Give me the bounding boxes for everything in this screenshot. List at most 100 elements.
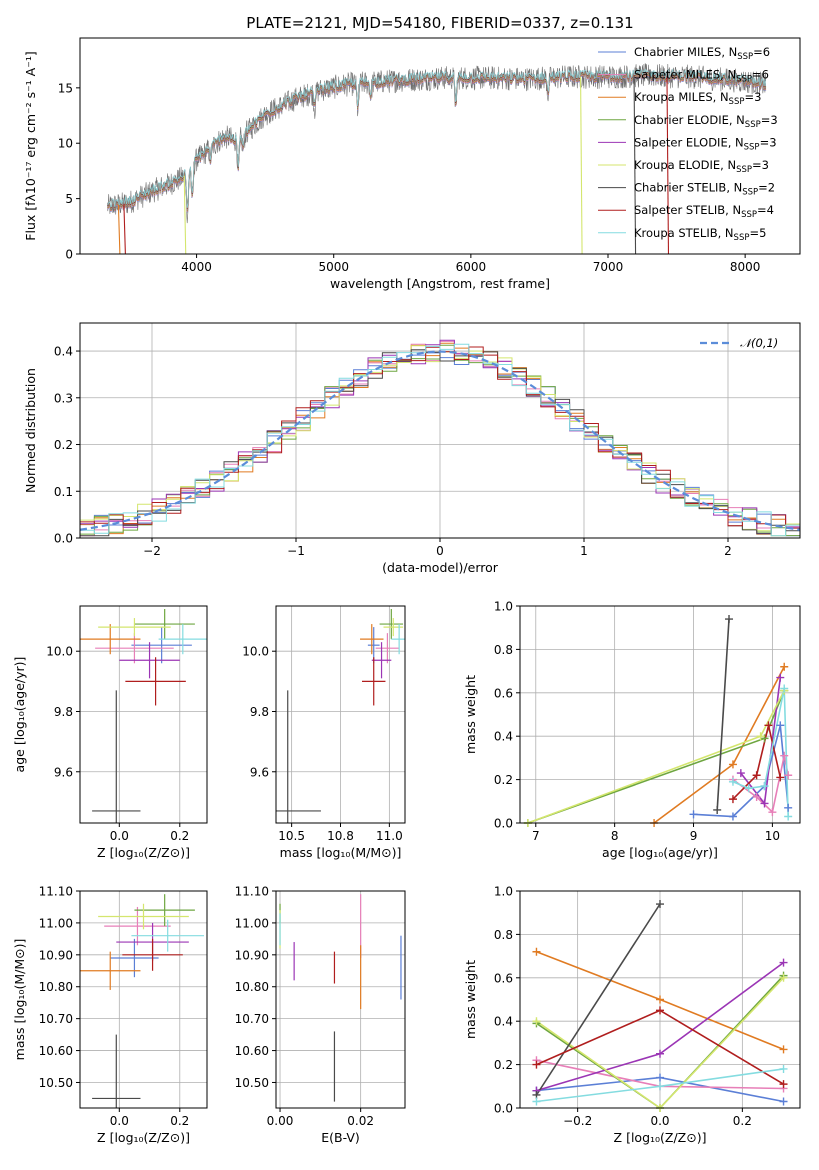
weight-marker xyxy=(776,673,785,682)
y-tick-label: 10.50 xyxy=(235,1076,269,1090)
y-tick-label: 10.80 xyxy=(235,980,269,994)
y-tick-label: 0.1 xyxy=(54,485,73,499)
weight-marker xyxy=(780,684,789,693)
panel-mass_weight_vs_age: 7 8 9 10 0.0 0.2 0.4 0.6 0.8 1.0 age [log₁₀(age/yr… xyxy=(463,600,801,860)
weight-marker xyxy=(780,751,789,760)
weight-marker xyxy=(532,1017,541,1026)
weight-line-chabrier-stelib xyxy=(535,903,661,1096)
x-tick-label: 10 xyxy=(765,829,780,843)
panel-residual_histogram: −2 −1 0 1 2 0.0 0.1 0.2 0.3 0.4 (data-model)/error… xyxy=(23,322,801,575)
y-tick-label: 0.3 xyxy=(54,391,73,405)
x-tick-label: 0.0 xyxy=(650,1114,669,1128)
panel-spectrum: 4000 5000 6000 7000 8000 0 5 10 15 wavelength [An… xyxy=(23,37,801,291)
panel-age_vs_Z: 0.0 0.2 9.6 9.8 10.0 Z [log₁₀(Z/Z⊙)] age [log₁… xyxy=(12,605,208,860)
x-tick-label: 4000 xyxy=(181,260,212,274)
y-tick-label: 10.60 xyxy=(235,1044,269,1058)
plot-area xyxy=(279,894,402,1102)
y-tick-label: 10.50 xyxy=(39,1076,73,1090)
y-tick-label: 10.90 xyxy=(235,948,269,962)
x-tick-label: 0.0 xyxy=(110,829,129,843)
axes-frame xyxy=(79,605,208,824)
legend-label: Kroupa STELIB, NSSP=5 xyxy=(634,226,766,243)
weight-marker xyxy=(728,795,737,804)
model-line-kroupa-stelib xyxy=(107,68,767,209)
axes-frame xyxy=(79,322,801,539)
weight-marker xyxy=(532,1097,541,1106)
weight-marker xyxy=(728,812,737,821)
x-tick-label: −2 xyxy=(143,544,161,558)
y-tick-label: 1.0 xyxy=(494,885,513,899)
y-tick-label: 9.8 xyxy=(54,705,73,719)
x-tick-label: 0.00 xyxy=(267,1114,294,1128)
weight-marker xyxy=(744,784,753,793)
weight-marker xyxy=(779,1097,788,1106)
y-tick-label: 0.2 xyxy=(54,438,73,452)
y-tick-label: 0.0 xyxy=(494,1102,513,1116)
axes-frame xyxy=(519,605,801,824)
x-tick-label: −1 xyxy=(287,544,305,558)
y-tick-label: 0.0 xyxy=(54,532,73,546)
spectrum-legend: Chabrier MILES, NSSP=6 Salpeter MILES, NS… xyxy=(598,45,778,243)
y-tick-label: 10.0 xyxy=(242,645,269,659)
weight-marker xyxy=(656,1006,664,1015)
y-tick-label: 10.60 xyxy=(39,1044,73,1058)
panel-mass_vs_EBV: 0.00 0.02 10.50 10.60 10.70 10.80 10.90 11.00 11… xyxy=(235,885,406,1145)
legend-label: Chabrier STELIB, NSSP=2 xyxy=(634,181,775,198)
x-tick-label: 10.8 xyxy=(327,829,354,843)
y-tick-label: 0.6 xyxy=(494,686,513,700)
weight-marker xyxy=(656,1073,664,1082)
plot-area xyxy=(107,62,767,254)
x-tick-label: 0.0 xyxy=(110,1114,129,1128)
axes-frame xyxy=(519,890,801,1109)
y-tick-label: 0.6 xyxy=(494,971,513,985)
plot-area xyxy=(80,894,204,1108)
y-axis-label: mass weight xyxy=(463,675,478,754)
weight-line-kroupa-elodie xyxy=(536,977,785,1108)
x-tick-label: 10.5 xyxy=(278,829,305,843)
weight-marker xyxy=(784,812,793,821)
y-tick-label: 9.6 xyxy=(54,765,73,779)
weight-marker xyxy=(760,782,769,791)
model-dropout xyxy=(183,175,187,254)
legend-label: Salpeter ELODIE, NSSP=3 xyxy=(634,135,777,152)
weight-marker xyxy=(779,973,788,982)
weight-line-chabrier-stelib xyxy=(716,618,730,811)
histogram-step-salpeter-elodie xyxy=(80,339,800,534)
weight-marker xyxy=(784,771,793,780)
weight-marker xyxy=(713,805,722,814)
y-tick-label: 10.0 xyxy=(46,645,73,659)
y-tick-label: 10.80 xyxy=(39,980,73,994)
y-tick-label: 10.90 xyxy=(39,948,73,962)
y-tick-label: 0.4 xyxy=(494,1015,513,1029)
x-tick-label: 7 xyxy=(532,829,540,843)
y-tick-label: 9.8 xyxy=(250,705,269,719)
weight-marker xyxy=(764,721,773,730)
x-axis-label: wavelength [Angstrom, rest frame] xyxy=(330,276,550,291)
x-axis-label: E(B-V) xyxy=(321,1130,360,1145)
weight-marker xyxy=(736,769,745,778)
y-axis-label: mass [log₁₀(M/M⊙)] xyxy=(12,939,27,1061)
weight-marker xyxy=(728,777,737,786)
legend-label: Chabrier ELODIE, NSSP=3 xyxy=(634,113,778,130)
x-tick-label: 0 xyxy=(436,544,444,558)
legend-label: Kroupa ELODIE, NSSP=3 xyxy=(634,158,769,175)
weight-marker xyxy=(756,732,765,741)
x-tick-label: 7000 xyxy=(593,260,624,274)
figure-title: PLATE=2121, MJD=54180, FIBERID=0337, z=0… xyxy=(246,14,633,32)
y-tick-label: 10 xyxy=(58,137,73,151)
y-tick-label: 15 xyxy=(58,81,73,95)
panel-mass_vs_Z: 0.0 0.2 10.50 10.60 10.70 10.80 10.90 11.00 11.1… xyxy=(12,885,208,1145)
x-tick-label: 5000 xyxy=(318,260,349,274)
x-tick-label: 2 xyxy=(724,544,732,558)
x-axis-label: age [log₁₀(age/yr)] xyxy=(602,845,718,860)
legend-label: Kroupa MILES, NSSP=3 xyxy=(634,90,761,107)
axes-frame xyxy=(275,605,406,824)
model-dropout xyxy=(580,76,583,254)
axes-frame xyxy=(275,890,406,1109)
x-tick-label: −0.2 xyxy=(563,1114,592,1128)
x-tick-label: 0.02 xyxy=(347,1114,374,1128)
x-axis-label: Z [log₁₀(Z/Z⊙)] xyxy=(97,845,190,860)
legend-label: Chabrier MILES, NSSP=6 xyxy=(634,45,770,62)
y-tick-label: 9.6 xyxy=(250,765,269,779)
